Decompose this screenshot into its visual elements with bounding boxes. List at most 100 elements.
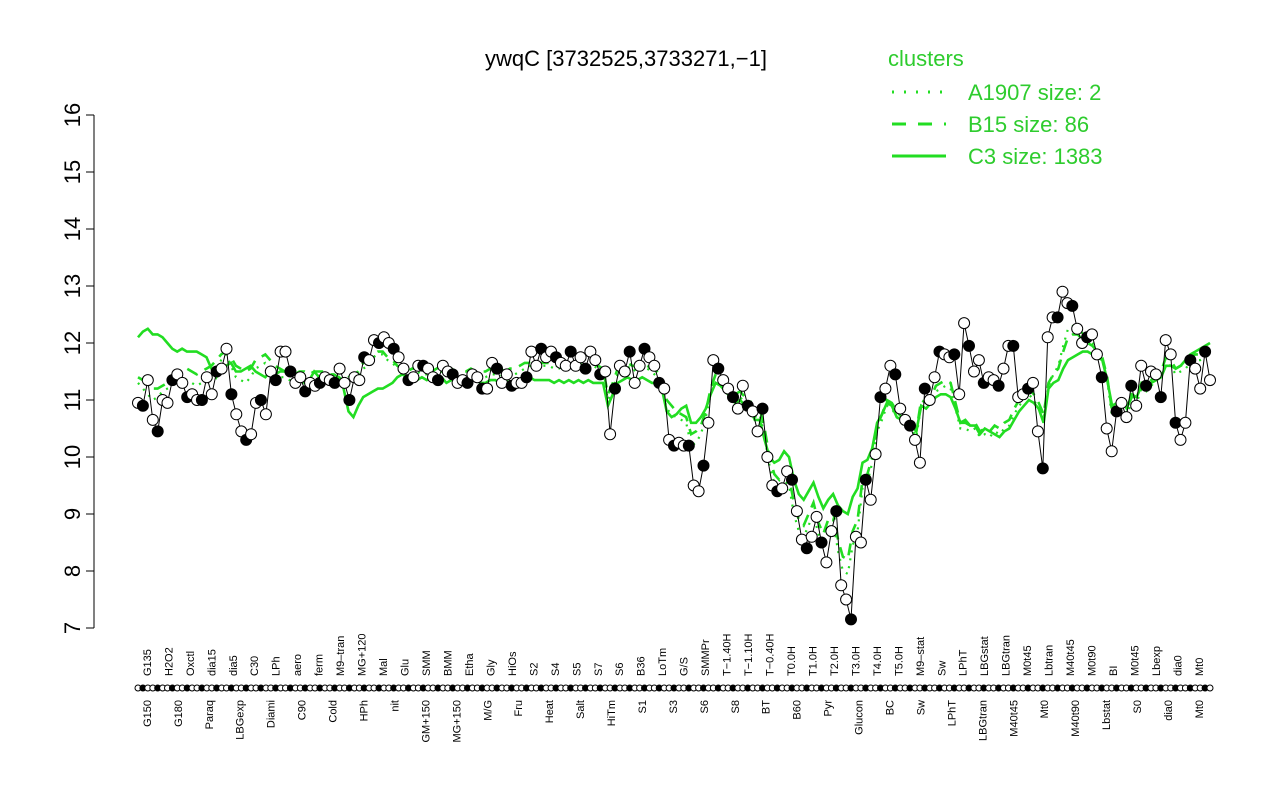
x-tick-label: Salt xyxy=(575,700,587,719)
y-tick-label: 16 xyxy=(60,103,85,127)
x-tick-label: S8 xyxy=(730,700,742,713)
x-tick-label: Oxctl xyxy=(185,651,197,676)
x-tick-label: M40t45 xyxy=(1065,639,1077,676)
data-point xyxy=(491,362,503,375)
x-tick-label: Lbexp xyxy=(1151,646,1163,676)
data-point xyxy=(854,536,867,549)
data-point xyxy=(923,394,936,406)
data-point xyxy=(520,371,533,384)
x-tick-label: S5 xyxy=(571,663,583,676)
data-point xyxy=(1031,425,1044,438)
data-point xyxy=(928,371,941,384)
data-point xyxy=(864,493,877,506)
data-point xyxy=(889,368,902,381)
x-tick-label: nit xyxy=(389,700,401,712)
x-tick-label: T0.0H xyxy=(786,646,798,676)
x-tick-label: G/S xyxy=(679,657,691,676)
data-point xyxy=(343,394,356,406)
rug-point xyxy=(1206,684,1214,692)
data-point xyxy=(363,354,376,367)
y-tick-label: 10 xyxy=(60,445,85,469)
x-tick-label: Glu xyxy=(400,659,412,676)
x-tick-label: S6 xyxy=(699,700,711,713)
data-point xyxy=(1071,322,1084,335)
data-point xyxy=(1007,339,1020,352)
data-point xyxy=(618,365,631,378)
x-tick-label: B36 xyxy=(636,656,648,676)
data-point xyxy=(633,359,646,372)
data-point xyxy=(790,505,803,518)
data-point xyxy=(918,382,931,395)
data-point xyxy=(948,348,961,361)
legend-title: clusters xyxy=(888,46,964,71)
x-tick-label: Gly xyxy=(485,659,497,676)
data-point xyxy=(1204,374,1216,387)
y-tick-label: 11 xyxy=(60,389,85,412)
data-point xyxy=(815,536,828,549)
x-tick-label: B60 xyxy=(792,700,804,720)
x-tick-label: C30 xyxy=(249,656,261,676)
x-tick-label: dia5 xyxy=(228,655,240,676)
data-point xyxy=(810,510,823,523)
x-tick-label: M40t45 xyxy=(1008,700,1020,737)
x-tick-label: S6 xyxy=(614,663,626,676)
x-tick-label: T4.0H xyxy=(872,646,884,676)
x-tick-label: S7 xyxy=(593,663,605,676)
x-tick-label: Pyr xyxy=(823,700,835,717)
data-point xyxy=(756,402,769,415)
x-tick-label: dia0 xyxy=(1172,655,1184,676)
data-point xyxy=(746,405,759,418)
data-point xyxy=(1194,382,1207,395)
x-tick-label: Mt0 xyxy=(1194,658,1206,676)
data-point xyxy=(1159,334,1172,347)
data-point xyxy=(692,485,705,498)
x-tick-label: LPhT xyxy=(958,649,970,676)
data-point xyxy=(176,376,189,389)
data-point xyxy=(909,433,921,446)
data-point xyxy=(1130,399,1143,412)
y-tick-label: 14 xyxy=(60,217,85,241)
data-point xyxy=(1120,411,1133,424)
x-tick-label: Mt0 xyxy=(1039,700,1051,718)
x-tick-label: MG+120 xyxy=(357,634,369,677)
data-point xyxy=(968,365,980,378)
x-tick-label: Sw xyxy=(915,700,927,715)
data-point xyxy=(481,382,494,395)
data-point xyxy=(1105,445,1118,458)
data-point xyxy=(879,382,892,395)
data-point xyxy=(958,317,971,330)
data-point xyxy=(471,371,484,384)
data-point xyxy=(338,376,351,389)
data-point xyxy=(530,359,543,372)
cluster-line-a1907 xyxy=(137,321,1211,576)
data-point xyxy=(894,402,907,415)
data-point xyxy=(195,394,208,406)
x-tick-label: GM+150 xyxy=(420,700,432,743)
data-point xyxy=(230,408,243,421)
data-point xyxy=(254,394,267,406)
x-tick-label: G135 xyxy=(142,649,154,676)
x-tick-label: HPh xyxy=(359,700,371,721)
data-point xyxy=(825,525,838,538)
data-point xyxy=(353,374,366,387)
data-point xyxy=(820,556,833,569)
data-point xyxy=(869,448,882,461)
data-point xyxy=(712,362,725,375)
legend: clusters A1907 size: 2 B15 size: 86 C3 s… xyxy=(888,46,1103,169)
data-point xyxy=(559,359,572,372)
x-tick-label: G150 xyxy=(142,700,154,727)
data-point xyxy=(731,402,744,415)
data-point xyxy=(727,391,739,404)
data-point xyxy=(279,345,292,358)
x-tick-label: M/G xyxy=(482,700,494,721)
x-tick-label: Sw xyxy=(936,661,948,676)
data-point xyxy=(751,425,764,438)
x-tick-label: LPhT xyxy=(946,700,958,727)
y-tick-label: 7 xyxy=(60,622,85,634)
data-point xyxy=(761,451,774,463)
x-tick-label: Heat xyxy=(544,700,556,723)
data-point xyxy=(1199,345,1212,358)
data-point xyxy=(1090,348,1103,361)
data-point xyxy=(1056,285,1069,298)
data-point xyxy=(609,382,621,395)
